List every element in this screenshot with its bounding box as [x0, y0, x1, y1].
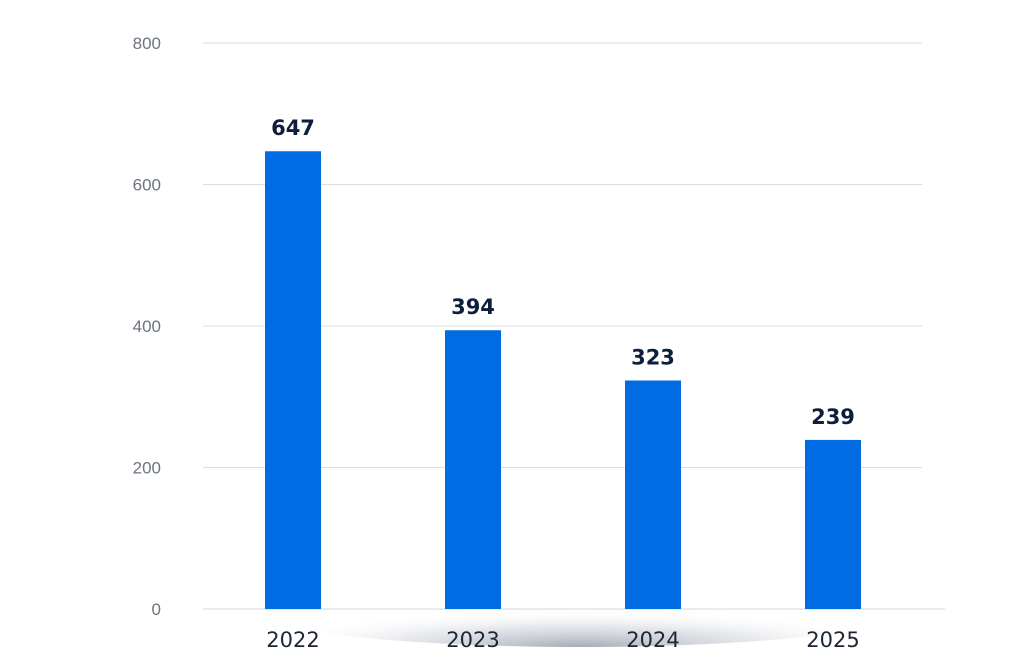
floor-shadow: [250, 571, 910, 647]
data-label-2025: 239: [811, 405, 855, 429]
bar-2022[interactable]: [265, 151, 321, 609]
data-label-2022: 647: [271, 116, 315, 140]
bars: [265, 151, 861, 609]
x-tick-label-2023: 2023: [446, 628, 499, 652]
y-tick-label: 0: [152, 600, 161, 619]
data-label-2024: 323: [631, 345, 675, 369]
x-tick-label-2024: 2024: [626, 628, 679, 652]
data-label-2023: 394: [451, 295, 495, 319]
data-labels: 647 394 323 239: [271, 116, 855, 429]
bar-2025[interactable]: [805, 439, 861, 609]
x-tick-label-2022: 2022: [266, 628, 319, 652]
x-axis: 2022 2023 2024 2025: [266, 628, 859, 652]
bar-2023[interactable]: [445, 330, 501, 609]
y-tick-label: 800: [133, 34, 161, 53]
bar-2024[interactable]: [625, 380, 681, 609]
y-axis: 0 200 400 600 800: [133, 34, 161, 619]
y-tick-label: 400: [133, 317, 161, 336]
y-tick-label: 600: [133, 176, 161, 195]
x-tick-label-2025: 2025: [806, 628, 859, 652]
y-tick-label: 200: [133, 459, 161, 478]
